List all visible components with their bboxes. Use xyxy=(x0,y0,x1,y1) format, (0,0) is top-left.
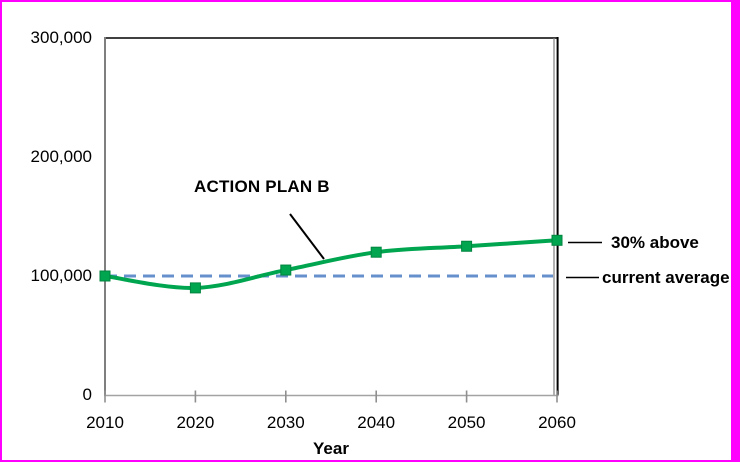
y-tick-label: 300,000 xyxy=(30,28,92,47)
y-tick-label: 100,000 xyxy=(30,266,92,285)
frame-border-top xyxy=(0,0,740,2)
y-tick-label: 200,000 xyxy=(30,147,92,166)
x-tick-label: 2060 xyxy=(538,413,576,432)
series-markers xyxy=(99,234,563,294)
series-line-action-plan-b xyxy=(103,238,559,290)
data-point-marker xyxy=(461,240,473,252)
data-point-marker xyxy=(370,246,382,258)
x-tick-label: 2020 xyxy=(176,413,215,432)
callout-label-30-above: 30% above xyxy=(611,233,699,252)
data-point-marker xyxy=(99,270,111,282)
data-point-marker xyxy=(189,282,201,294)
frame-border-right xyxy=(731,0,740,462)
x-tick-label: 2040 xyxy=(357,413,396,432)
annotation-callout-line xyxy=(289,213,325,260)
x-tick-label: 2030 xyxy=(266,413,305,432)
frame-border-left xyxy=(0,0,2,462)
data-point-marker xyxy=(551,234,563,246)
x-axis-tick-marks xyxy=(104,390,558,403)
series-annotation-label: ACTION PLAN B xyxy=(194,177,330,196)
frame-border-bottom xyxy=(0,460,740,462)
callout-label-current-average: current average xyxy=(602,268,730,287)
x-tick-label: 2050 xyxy=(447,413,486,432)
y-tick-label: 0 xyxy=(82,385,92,404)
data-point-marker xyxy=(280,264,292,276)
x-axis-title: Year xyxy=(313,439,349,458)
x-tick-label: 2010 xyxy=(86,413,124,432)
